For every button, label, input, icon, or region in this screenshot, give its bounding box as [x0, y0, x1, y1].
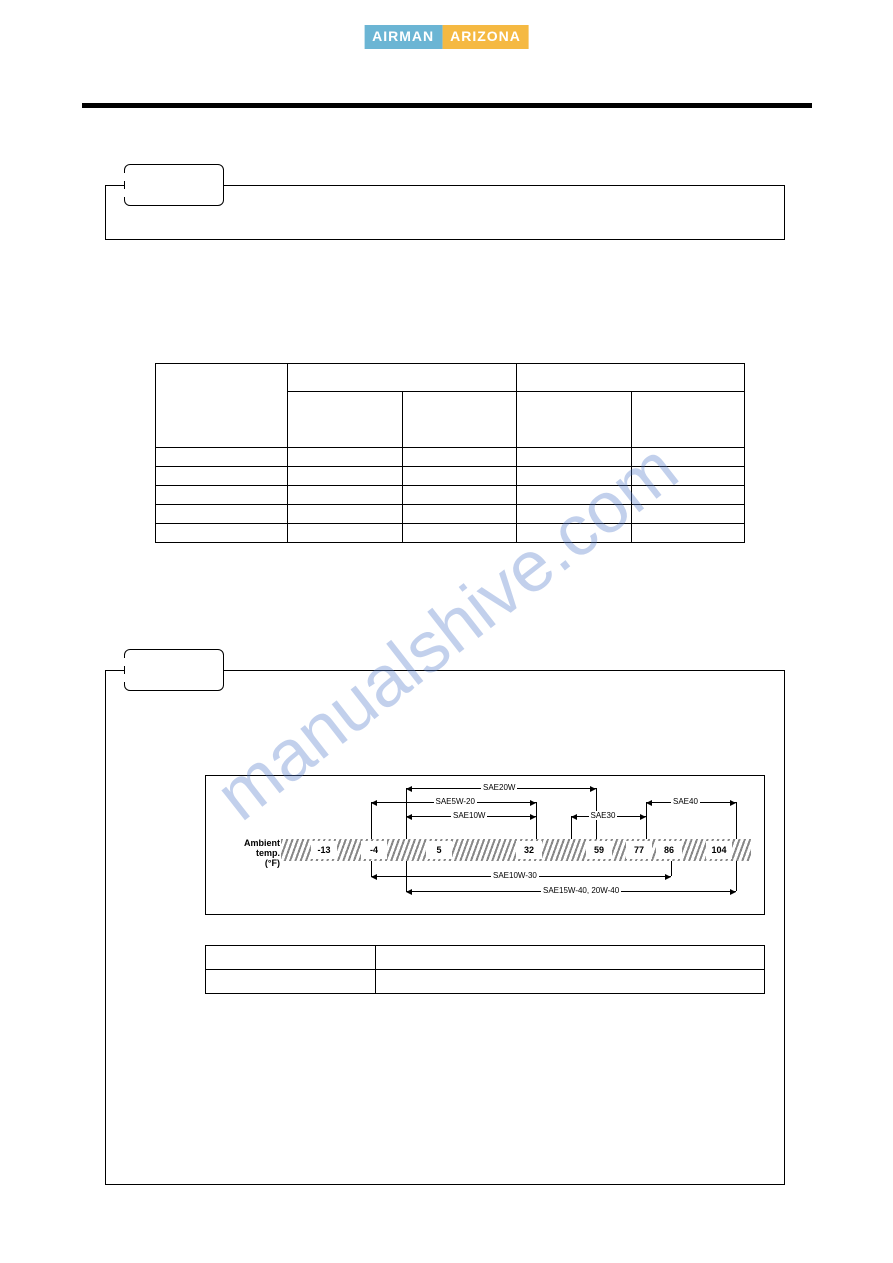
range-label: SAE10W — [451, 811, 487, 820]
caution-tag-2 — [124, 649, 224, 691]
range-end — [371, 861, 372, 876]
range-end — [371, 802, 372, 839]
range-label: SAE30 — [589, 811, 618, 820]
caution-box-2 — [105, 670, 785, 1185]
ambient-temp-label: Ambient temp.(°F) — [218, 838, 280, 868]
range-end — [736, 802, 737, 839]
temp-value: 32 — [516, 841, 542, 859]
range-end — [646, 816, 647, 839]
caution-tag-1 — [124, 164, 224, 206]
temp-value: 59 — [586, 841, 612, 859]
table-row — [156, 448, 745, 467]
range-end — [736, 861, 737, 891]
table-row — [156, 486, 745, 505]
table-row — [206, 946, 765, 970]
table-row — [156, 467, 745, 486]
table-row — [156, 505, 745, 524]
logo-left: AIRMAN — [364, 25, 442, 49]
recommendation-table — [205, 945, 765, 994]
temp-value: 5 — [426, 841, 452, 859]
range-label: SAE15W-40, 20W-40 — [541, 886, 621, 895]
range-label: SAE20W — [481, 783, 517, 792]
brand-logo: AIRMAN ARIZONA — [364, 25, 529, 49]
range-end — [571, 816, 572, 839]
oil-spec-table — [155, 363, 745, 543]
range-end — [536, 816, 537, 839]
section-divider — [82, 103, 812, 108]
caution-box-1 — [105, 185, 785, 240]
table-header-row — [156, 364, 745, 392]
temp-value: 104 — [706, 841, 732, 859]
temp-value: -13 — [311, 841, 337, 859]
logo-right: ARIZONA — [442, 25, 529, 49]
range-end — [671, 861, 672, 876]
range-end — [406, 816, 407, 839]
range-label: SAE10W-30 — [491, 871, 539, 880]
viscosity-chart: Ambient temp.(°F) -13 -4 5 32 59 7786 104 SAE20… — [205, 775, 765, 915]
table-row — [156, 524, 745, 543]
range-end — [406, 861, 407, 891]
range-label: SAE40 — [671, 797, 700, 806]
range-label: SAE5W-20 — [434, 797, 477, 806]
table-row — [206, 970, 765, 994]
temp-value: 86 — [656, 841, 682, 859]
temp-value: -4 — [361, 841, 387, 859]
temp-value: 77 — [626, 841, 652, 859]
